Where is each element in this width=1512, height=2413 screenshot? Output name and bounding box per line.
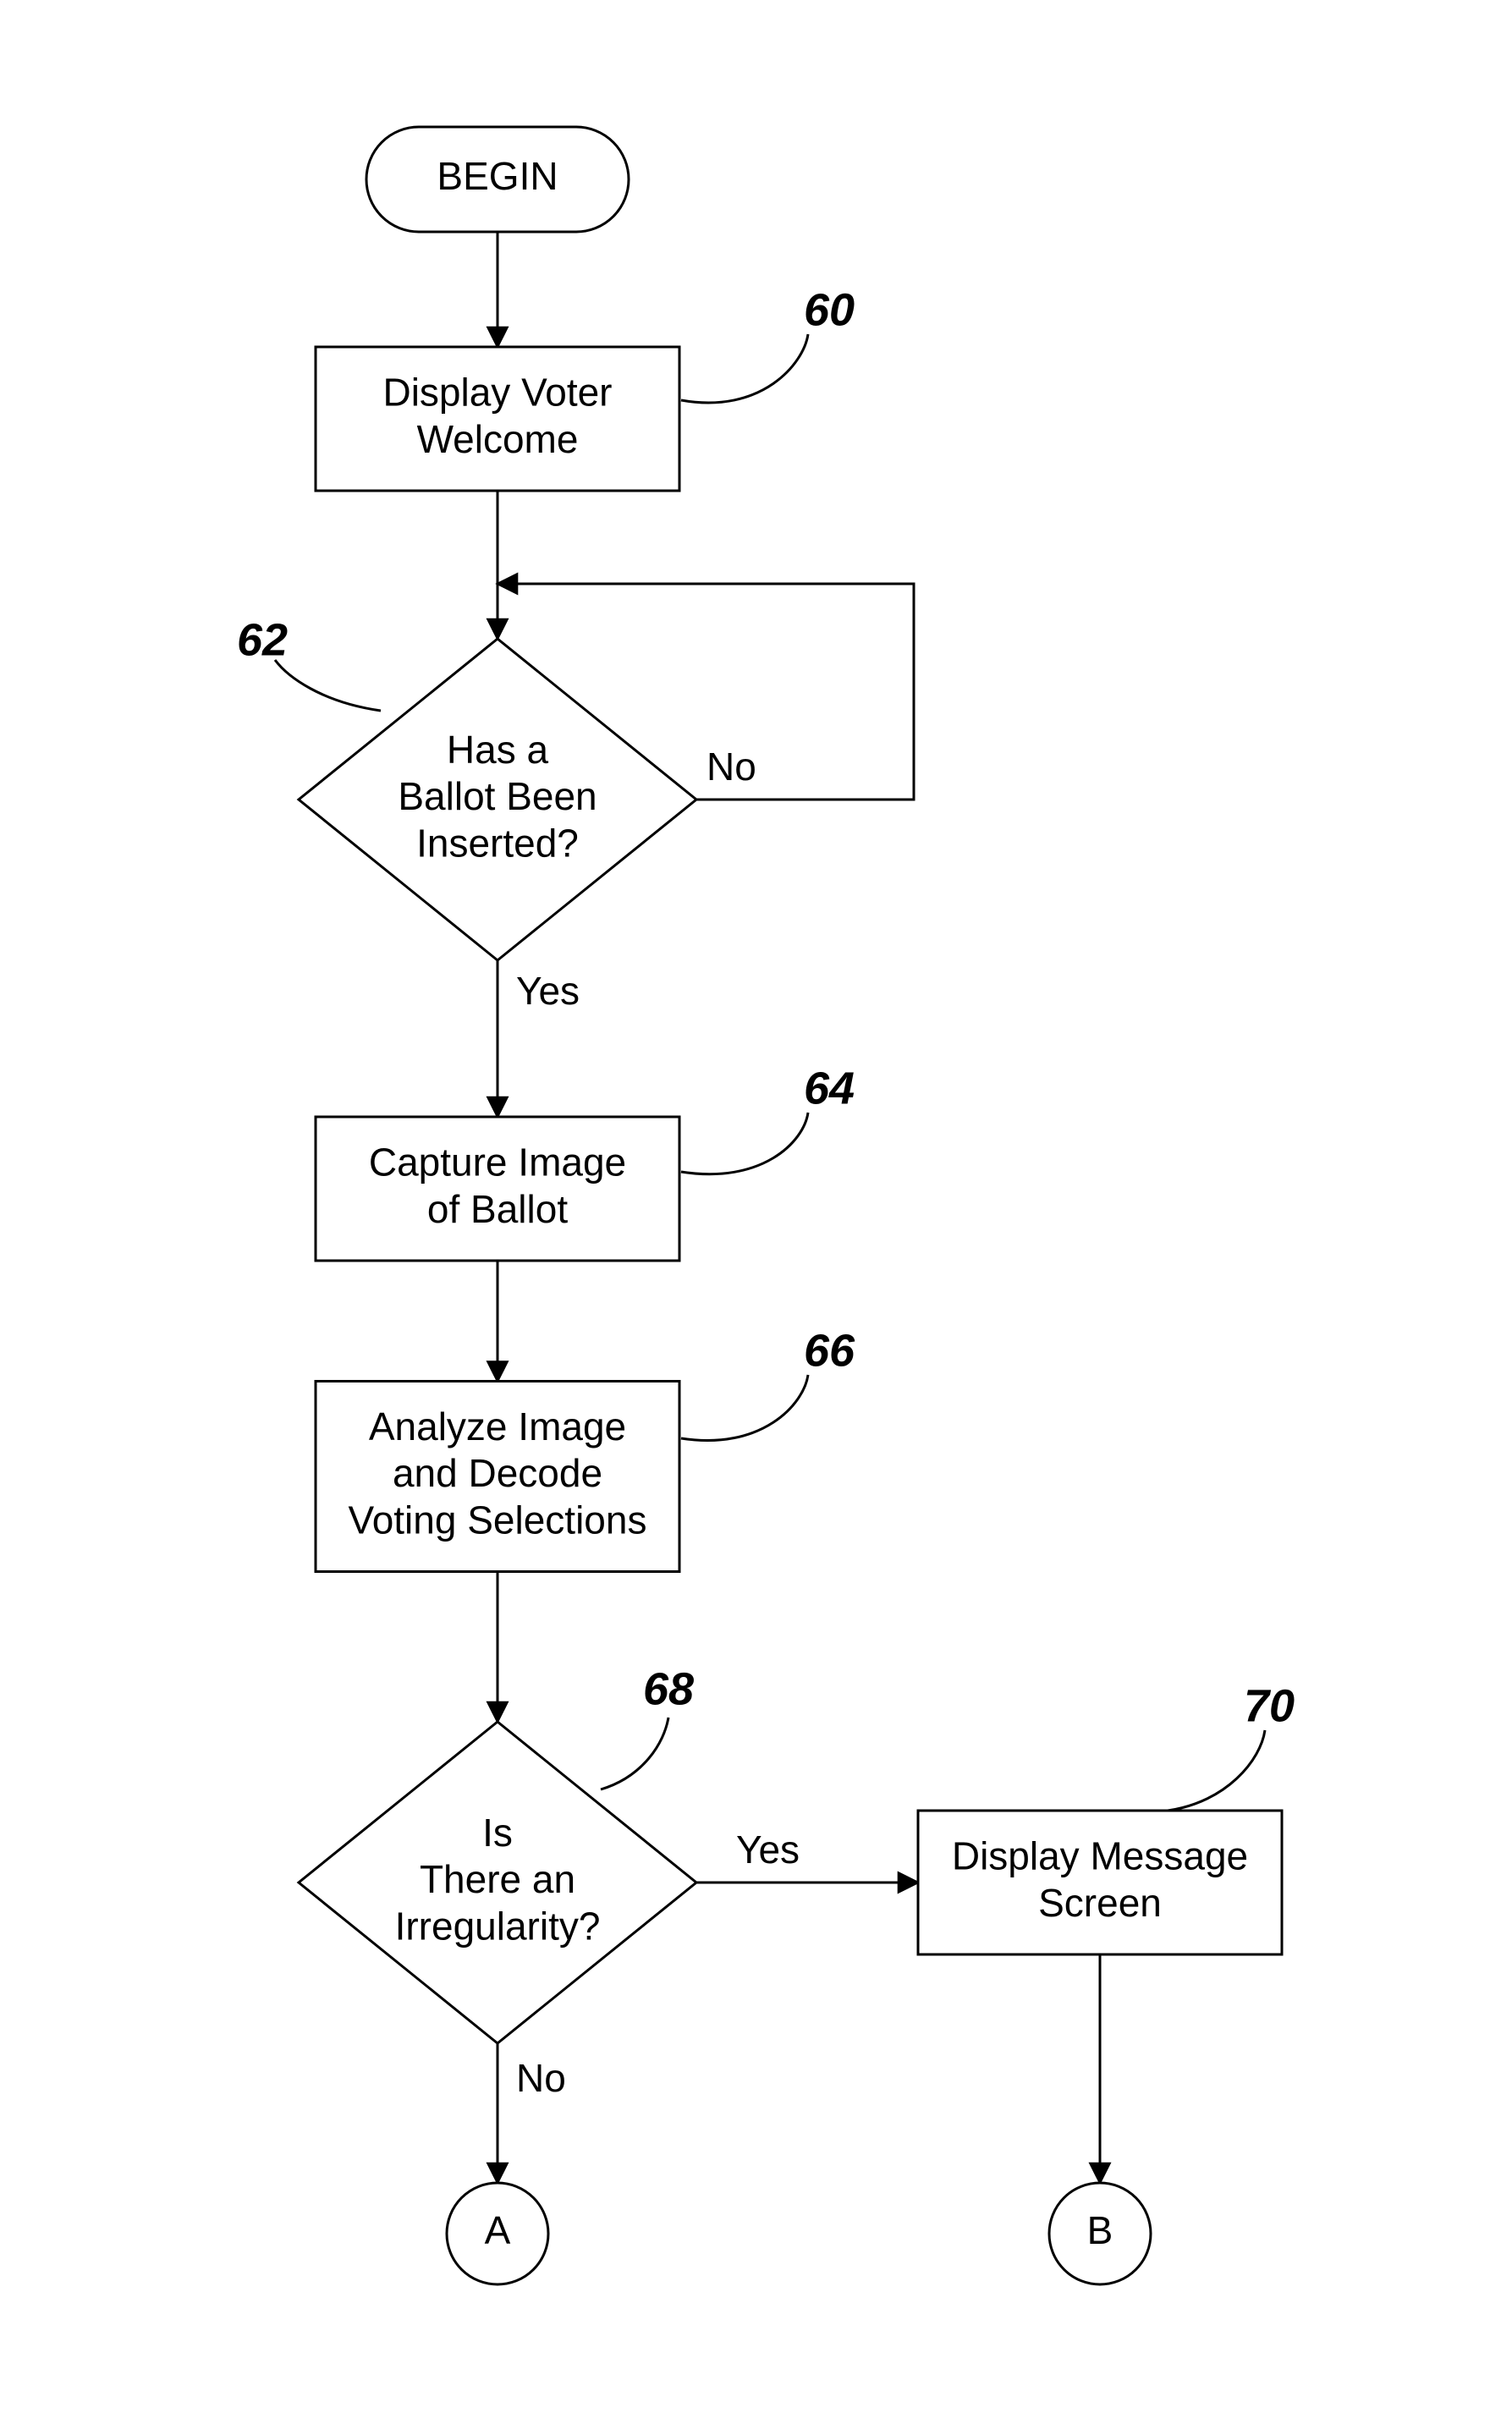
- node-label: Display Message: [952, 1834, 1248, 1878]
- ref-label: 64: [804, 1063, 855, 1113]
- ref-leader: [1168, 1730, 1265, 1811]
- ref-leader: [681, 1113, 808, 1174]
- node-label: Welcome: [417, 417, 579, 461]
- node-label: Is: [482, 1811, 513, 1855]
- node-label: Screen: [1038, 1881, 1162, 1925]
- node-label: Capture Image: [369, 1141, 626, 1185]
- ref-label: 62: [237, 614, 288, 665]
- ref-leader: [681, 334, 808, 403]
- node-label: There an: [420, 1857, 575, 1901]
- node-label: A: [485, 2208, 511, 2252]
- ref-label: 68: [643, 1663, 694, 1714]
- flowchart-canvas: No Yes Yes No BEGIN Display VoterWelcome Has a…: [0, 0, 1512, 2413]
- node-label: B: [1087, 2208, 1113, 2252]
- ref-label: 60: [804, 284, 855, 335]
- node-label: Analyze Image: [369, 1404, 626, 1448]
- ref-leader: [601, 1718, 668, 1789]
- edge-label: No: [707, 745, 756, 789]
- ref-label: 66: [804, 1325, 855, 1376]
- edge-label: Yes: [516, 969, 580, 1013]
- ref-leader: [275, 660, 381, 711]
- edge-label: No: [516, 2056, 566, 2100]
- node-label: Voting Selections: [349, 1498, 647, 1542]
- node-label: of Ballot: [427, 1187, 568, 1231]
- node-label: Inserted?: [416, 821, 579, 865]
- node-label: and Decode: [393, 1451, 602, 1495]
- node-label: BEGIN: [437, 154, 558, 198]
- node-label: Irregularity?: [395, 1904, 601, 1948]
- node-label: Ballot Been: [398, 774, 597, 818]
- ref-label: 70: [1244, 1680, 1295, 1731]
- node-label: Display Voter: [382, 371, 612, 415]
- ref-leader: [681, 1375, 808, 1441]
- edge-label: Yes: [736, 1828, 800, 1872]
- node-label: Has a: [447, 728, 549, 772]
